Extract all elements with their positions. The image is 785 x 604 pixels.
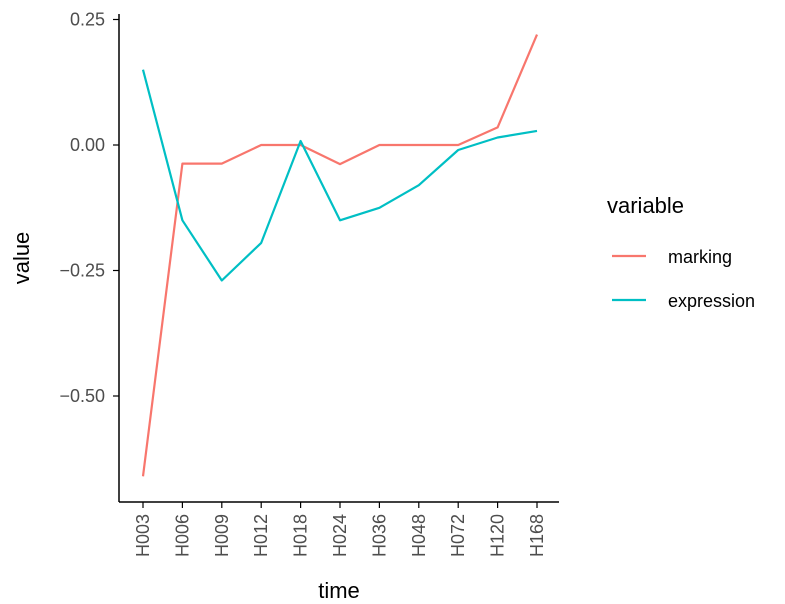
x-tick-label: H018: [291, 514, 311, 557]
legend-label-expression: expression: [668, 291, 755, 311]
y-axis-title: value: [9, 232, 34, 285]
y-tick-label: −0.50: [59, 386, 105, 406]
legend-label-marking: marking: [668, 247, 732, 267]
x-tick-label: H024: [330, 514, 350, 557]
x-tick-label: H003: [133, 514, 153, 557]
x-ticks: H003 H006 H009 H012 H018 H024 H036 H048 H072 H120…: [133, 502, 547, 557]
series-line-expression: [141, 69, 538, 282]
axes: [118, 14, 559, 503]
legend: variable marking expression: [607, 193, 755, 311]
x-tick-label: H036: [369, 514, 389, 557]
x-tick-label: H006: [172, 514, 192, 557]
x-tick-label: H012: [251, 514, 271, 557]
x-tick-label: H168: [527, 514, 547, 557]
y-ticks: 0.25 0.00 −0.25 −0.50: [59, 10, 119, 406]
y-tick-label: 0.25: [70, 10, 105, 30]
series-lines: [141, 34, 539, 477]
legend-title: variable: [607, 193, 684, 218]
y-tick-label: 0.00: [70, 135, 105, 155]
x-tick-label: H048: [409, 514, 429, 557]
x-tick-label: H120: [488, 514, 508, 557]
x-tick-label: H072: [448, 514, 468, 557]
x-axis-title: time: [318, 578, 360, 603]
y-tick-label: −0.25: [59, 261, 105, 281]
x-tick-label: H009: [212, 514, 232, 557]
series-line-marking: [141, 34, 539, 477]
